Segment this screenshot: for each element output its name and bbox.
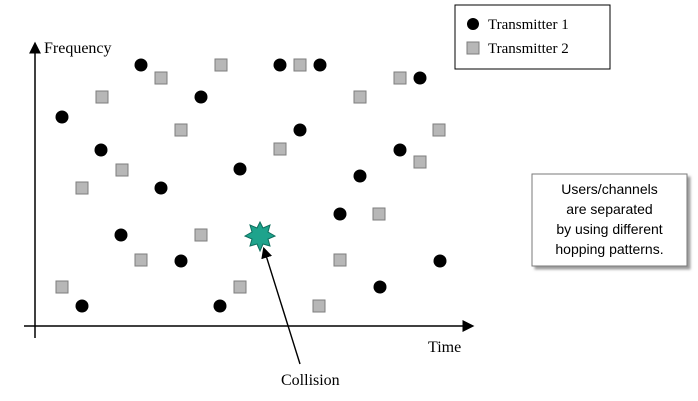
transmitter-1-dot bbox=[373, 280, 387, 294]
transmitter-2-square bbox=[194, 228, 208, 242]
transmitter-2-square bbox=[372, 207, 386, 221]
transmitter-1-dot bbox=[413, 71, 427, 85]
transmitter-1-dot bbox=[114, 228, 128, 242]
x-axis-label: Time bbox=[428, 339, 461, 356]
transmitter-1-dot bbox=[213, 299, 227, 313]
transmitter-1-dot bbox=[333, 207, 347, 221]
collision-marker: Collision bbox=[243, 220, 340, 389]
note-line-1: Users/channels bbox=[561, 181, 658, 197]
legend-transmitter-2-icon bbox=[466, 41, 480, 55]
transmitter-1-dot bbox=[433, 254, 447, 268]
transmitter-2-square bbox=[333, 253, 347, 267]
note-box bbox=[531, 173, 688, 267]
legend: Transmitter 1 Transmitter 2 bbox=[454, 4, 611, 70]
collision-pointer-arrow bbox=[261, 246, 301, 365]
legend-box bbox=[454, 4, 611, 70]
note-callout: Users/channels are separated by using di… bbox=[531, 173, 688, 267]
transmitter-2-square bbox=[353, 90, 367, 104]
transmitter-1-markers bbox=[55, 58, 447, 313]
transmitter-1-dot bbox=[194, 90, 208, 104]
legend-transmitter-2-label: Transmitter 2 bbox=[488, 41, 569, 57]
transmitter-1-dot bbox=[55, 110, 69, 124]
note-line-4: hopping patterns. bbox=[555, 241, 663, 257]
transmitter-2-square bbox=[95, 90, 109, 104]
transmitter-1-dot bbox=[94, 143, 108, 157]
legend-transmitter-1-icon bbox=[467, 18, 479, 30]
transmitter-1-dot bbox=[174, 254, 188, 268]
transmitter-2-square bbox=[273, 142, 287, 156]
axes: Frequency Time bbox=[24, 40, 475, 356]
transmitter-2-square bbox=[75, 181, 89, 195]
transmitter-2-square bbox=[55, 280, 69, 294]
transmitter-1-dot bbox=[75, 299, 89, 313]
transmitter-1-dot bbox=[134, 58, 148, 72]
legend-transmitter-1-label: Transmitter 1 bbox=[488, 17, 569, 33]
note-line-3: by using different bbox=[556, 221, 662, 237]
transmitter-2-square bbox=[432, 123, 446, 137]
transmitter-1-dot bbox=[233, 162, 247, 176]
transmitter-2-square bbox=[154, 71, 168, 85]
transmitter-1-dot bbox=[313, 58, 327, 72]
collision-burst-icon bbox=[243, 220, 277, 253]
transmitter-2-square bbox=[312, 299, 326, 313]
transmitter-2-square bbox=[134, 253, 148, 267]
transmitter-2-square bbox=[413, 155, 427, 169]
transmitter-1-dot bbox=[353, 169, 367, 183]
transmitter-1-dot bbox=[154, 181, 168, 195]
transmitter-2-square bbox=[115, 163, 129, 177]
y-axis-label: Frequency bbox=[44, 40, 112, 57]
transmitter-2-square bbox=[174, 123, 188, 137]
transmitter-2-square bbox=[393, 71, 407, 85]
transmitter-2-square bbox=[214, 58, 228, 72]
collision-label: Collision bbox=[281, 372, 340, 389]
transmitter-1-dot bbox=[293, 123, 307, 137]
transmitter-2-square bbox=[293, 58, 307, 72]
transmitter-1-dot bbox=[273, 58, 287, 72]
transmitter-2-markers bbox=[55, 58, 446, 313]
note-line-2: are separated bbox=[566, 201, 652, 217]
transmitter-1-dot bbox=[393, 143, 407, 157]
transmitter-2-square bbox=[233, 280, 247, 294]
